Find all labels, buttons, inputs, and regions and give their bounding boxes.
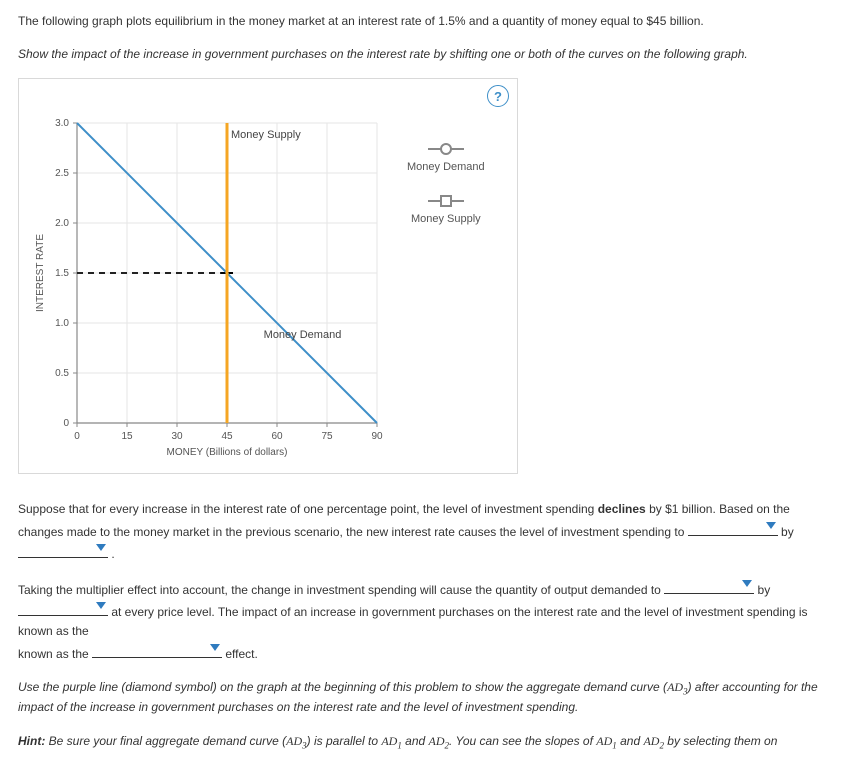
- text: at every price level. The impact of an i…: [18, 605, 808, 638]
- legend-demand-label: Money Demand: [407, 161, 485, 173]
- help-button[interactable]: ?: [487, 85, 509, 107]
- svg-text:45: 45: [221, 431, 233, 442]
- dropdown-effect[interactable]: [92, 642, 222, 658]
- svg-text:90: 90: [371, 431, 383, 442]
- paragraph-investment: Suppose that for every increase in the i…: [18, 500, 833, 564]
- svg-text:0.5: 0.5: [55, 368, 69, 379]
- svg-text:2.5: 2.5: [55, 168, 69, 179]
- svg-text:0: 0: [63, 418, 69, 429]
- intro-text: The following graph plots equilibrium in…: [18, 12, 833, 31]
- svg-text:MONEY (Billions of dollars): MONEY (Billions of dollars): [167, 447, 288, 458]
- legend-supply-label: Money Supply: [407, 213, 485, 225]
- svg-text:0: 0: [74, 431, 80, 442]
- text: by: [754, 583, 770, 597]
- legend-demand-icon: [426, 143, 466, 155]
- text: Suppose that for every increase in the i…: [18, 502, 598, 516]
- svg-text:2.0: 2.0: [55, 218, 69, 229]
- svg-text:1.5: 1.5: [55, 268, 69, 279]
- svg-text:60: 60: [271, 431, 283, 442]
- hint-label: Hint:: [18, 734, 45, 748]
- ad2-symbol: AD2: [429, 734, 450, 748]
- ad1-symbol: AD1: [381, 734, 402, 748]
- text: known as the: [18, 647, 92, 661]
- caret-icon: [766, 522, 776, 529]
- text: Be sure your final aggregate demand curv…: [45, 734, 286, 748]
- svg-text:Money Supply: Money Supply: [231, 129, 301, 141]
- legend-supply-icon: [426, 195, 466, 207]
- svg-text:3.0: 3.0: [55, 118, 69, 129]
- paragraph-multiplier: Taking the multiplier effect into accoun…: [18, 578, 833, 664]
- text: . You can see the slopes of: [449, 734, 596, 748]
- paragraph-ad3: Use the purple line (diamond symbol) on …: [18, 678, 833, 718]
- chart-panel: ? 0 15 30 45 60 75 90 0 0.5 1.0 1.5 2.0 2.5 3.0 MONEY …: [18, 78, 518, 474]
- ad3-symbol: AD3: [667, 680, 688, 694]
- svg-text:30: 30: [171, 431, 183, 442]
- dropdown-amount-1[interactable]: [18, 542, 108, 558]
- legend-item-supply[interactable]: Money Supply: [407, 195, 485, 225]
- dropdown-direction-2[interactable]: [664, 578, 754, 594]
- text: Taking the multiplier effect into accoun…: [18, 583, 664, 597]
- money-market-chart[interactable]: 0 15 30 45 60 75 90 0 0.5 1.0 1.5 2.0 2.5 3.0 MONEY (B…: [29, 113, 389, 463]
- text: .: [108, 547, 115, 561]
- text: by: [778, 525, 794, 539]
- svg-text:75: 75: [321, 431, 333, 442]
- dropdown-amount-2[interactable]: [18, 600, 108, 616]
- text: ) is parallel to: [307, 734, 382, 748]
- ad3-symbol: AD3: [286, 734, 307, 748]
- svg-text:15: 15: [121, 431, 133, 442]
- hint-text: Hint: Be sure your final aggregate deman…: [18, 732, 833, 753]
- dropdown-direction-1[interactable]: [688, 520, 778, 536]
- text: effect.: [222, 647, 258, 661]
- svg-text:1.0: 1.0: [55, 318, 69, 329]
- text: by selecting them on: [664, 734, 777, 748]
- ad1-symbol: AD1: [596, 734, 617, 748]
- svg-text:INTEREST RATE: INTEREST RATE: [35, 234, 46, 312]
- caret-icon: [210, 644, 220, 651]
- ad2-symbol: AD2: [643, 734, 664, 748]
- instruction-text: Show the impact of the increase in gover…: [18, 45, 833, 64]
- svg-text:Money Demand: Money Demand: [264, 329, 342, 341]
- legend-item-demand[interactable]: Money Demand: [407, 143, 485, 173]
- text: and: [617, 734, 644, 748]
- text: and: [402, 734, 429, 748]
- caret-icon: [742, 580, 752, 587]
- caret-icon: [96, 602, 106, 609]
- text: Use the purple line (diamond symbol) on …: [18, 680, 667, 694]
- declines-bold: declines: [598, 502, 646, 516]
- caret-icon: [96, 544, 106, 551]
- legend: Money Demand Money Supply: [407, 143, 485, 247]
